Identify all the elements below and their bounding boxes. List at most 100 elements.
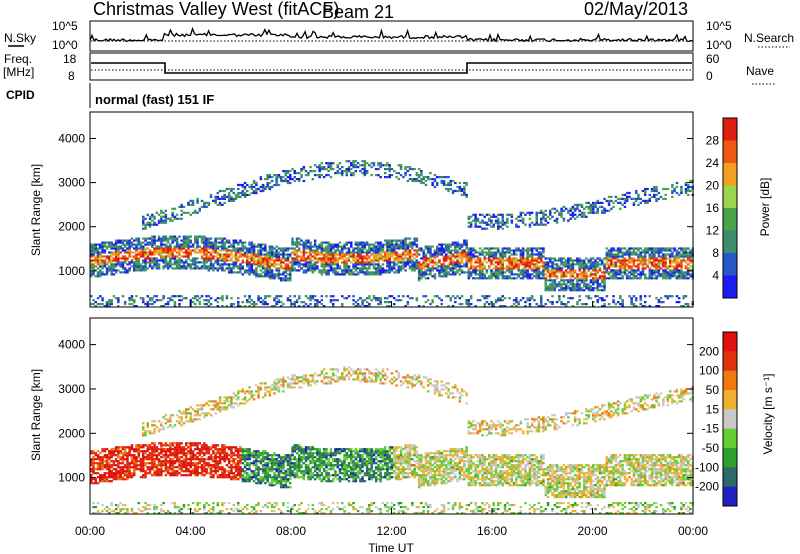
- heatmap-cell: [469, 257, 473, 260]
- heatmap-cell: [142, 259, 145, 262]
- heatmap-cell: [273, 261, 276, 264]
- heatmap-cell: [668, 295, 672, 298]
- heatmap-cell: [103, 460, 107, 463]
- heatmap-cell: [320, 259, 324, 262]
- heatmap-cell: [182, 237, 186, 240]
- heatmap-cell: [406, 263, 410, 266]
- heatmap-cell: [101, 243, 104, 246]
- heatmap-cell: [221, 255, 224, 258]
- heatmap-cell: [390, 267, 394, 270]
- heatmap-cell: [519, 269, 523, 272]
- heatmap-cell: [103, 466, 107, 469]
- heatmap-cell: [687, 263, 690, 266]
- heatmap-cell: [549, 275, 552, 278]
- heatmap-cell: [117, 462, 120, 465]
- heatmap-cell: [212, 199, 215, 202]
- heatmap-cell: [105, 466, 109, 469]
- heatmap-cell: [659, 275, 663, 278]
- heatmap-cell: [250, 185, 253, 189]
- heatmap-cell: [359, 261, 362, 264]
- heatmap-cell: [442, 176, 446, 179]
- heatmap-cell: [196, 239, 199, 242]
- heatmap-cell: [356, 273, 360, 276]
- heatmap-cell: [332, 251, 335, 254]
- heatmap-cell: [551, 303, 554, 306]
- heatmap-cell: [307, 257, 310, 260]
- heatmap-cell: [336, 261, 339, 264]
- heatmap-cell: [313, 305, 317, 308]
- heatmap-cell: [467, 303, 471, 306]
- heatmap-cell: [594, 295, 597, 298]
- heatmap-cell: [110, 255, 113, 258]
- heatmap-cell: [508, 277, 511, 280]
- heatmap-cell: [322, 166, 326, 169]
- heatmap-cell: [248, 271, 251, 274]
- heatmap-cell: [460, 187, 464, 191]
- heatmap-cell: [246, 247, 249, 250]
- heatmap-cell: [307, 297, 310, 300]
- heatmap-cell: [225, 195, 229, 198]
- heatmap-cell: [386, 301, 389, 304]
- heatmap-cell: [569, 277, 572, 280]
- heatmap-cell: [680, 249, 683, 252]
- heatmap-cell: [650, 275, 654, 278]
- heatmap-cell: [225, 267, 229, 270]
- heatmap-cell: [350, 261, 353, 264]
- heatmap-cell: [447, 271, 450, 274]
- heatmap-cell: [596, 283, 599, 286]
- heatmap-cell: [524, 223, 527, 226]
- heatmap-cell: [519, 299, 523, 302]
- heatmap-cell: [621, 193, 624, 196]
- heatmap-cell: [560, 275, 563, 278]
- heatmap-cell: [558, 289, 561, 292]
- heatmap-cell: [237, 267, 240, 270]
- heatmap-cell: [223, 263, 226, 266]
- heatmap-cell: [189, 245, 192, 248]
- heatmap-cell: [196, 295, 199, 298]
- heatmap-cell: [221, 305, 224, 308]
- heatmap-cell: [587, 267, 590, 270]
- heatmap-cell: [121, 265, 125, 268]
- heatmap-cell: [191, 259, 195, 262]
- heatmap-cell: [657, 299, 661, 302]
- heatmap-cell: [675, 181, 679, 185]
- heatmap-cell: [659, 195, 663, 198]
- heatmap-cell: [108, 456, 111, 459]
- heatmap-cell: [653, 263, 656, 266]
- heatmap-cell: [384, 164, 387, 167]
- heatmap-cell: [478, 275, 482, 278]
- heatmap-cell: [286, 172, 290, 175]
- heatmap-cell: [478, 213, 482, 216]
- heatmap-cell: [420, 263, 423, 266]
- heatmap-cell: [241, 193, 244, 196]
- heatmap-cell: [368, 303, 371, 306]
- heatmap-cell: [221, 245, 224, 248]
- heatmap-cell: [144, 257, 147, 260]
- heatmap-cell: [474, 255, 477, 258]
- heatmap-cell: [571, 283, 575, 286]
- heatmap-cell: [546, 261, 550, 264]
- heatmap-cell: [555, 275, 559, 278]
- heatmap-cell: [506, 257, 509, 260]
- heatmap-cell: [108, 470, 111, 473]
- heatmap-cell: [431, 299, 434, 302]
- heatmap-cell: [123, 474, 127, 477]
- heatmap-cell: [648, 249, 651, 252]
- heatmap-cell: [252, 301, 256, 304]
- heatmap-cell: [671, 247, 674, 250]
- heatmap-cell: [205, 251, 208, 254]
- heatmap-cell: [105, 269, 109, 272]
- heatmap-cell: [650, 195, 654, 198]
- heatmap-cell: [515, 277, 518, 280]
- heatmap-cell: [135, 261, 138, 264]
- heatmap-cell: [322, 261, 326, 264]
- heatmap-cell: [302, 247, 306, 250]
- heatmap-cell: [105, 478, 109, 481]
- heatmap-cell: [160, 305, 163, 308]
- heatmap-cell: [221, 237, 224, 240]
- heatmap-cell: [546, 271, 550, 274]
- heatmap-cell: [250, 241, 253, 244]
- heatmap-cell: [422, 305, 425, 308]
- heatmap-cell: [128, 247, 131, 250]
- heatmap-cell: [675, 255, 679, 258]
